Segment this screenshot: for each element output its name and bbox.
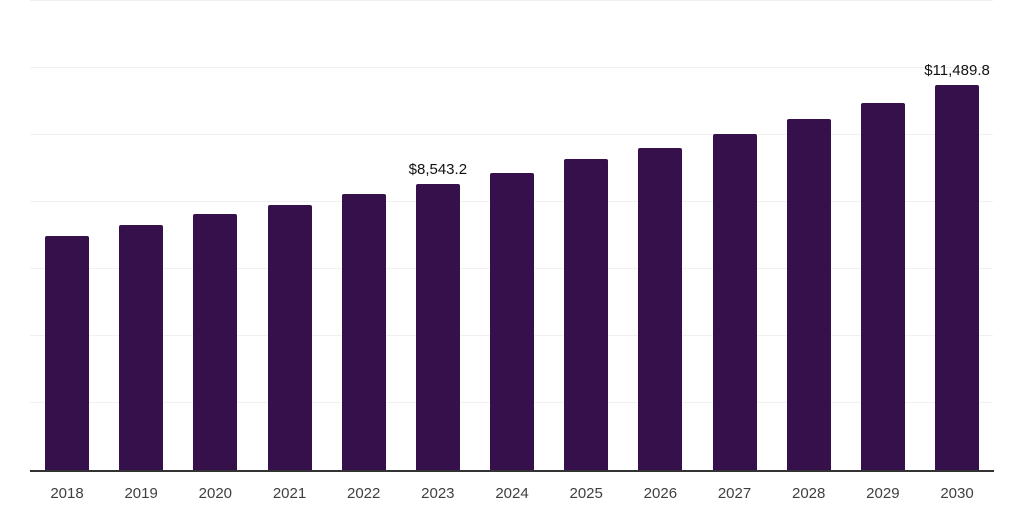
bar-2020: [193, 213, 238, 470]
bar-2018: [45, 235, 89, 470]
bar-value-label: $11,489.8: [924, 62, 990, 80]
bar-2030: [935, 85, 980, 470]
gridline: [30, 134, 993, 135]
gridline: [30, 0, 993, 1]
bar-2024: [490, 172, 535, 470]
bar-2026: [638, 147, 683, 470]
x-tick-label-2020: 2020: [198, 485, 233, 502]
bar-2025: [564, 159, 609, 470]
bar-2029: [860, 102, 905, 470]
bar-value-label: $8,543.2: [408, 160, 468, 178]
bar-2022: [341, 193, 386, 470]
gridline: [30, 67, 993, 68]
x-tick-label-2021: 2021: [272, 485, 307, 502]
x-axis-line: [30, 470, 994, 472]
x-tick-label-2023: 2023: [421, 485, 455, 502]
bar-2027: [712, 133, 757, 470]
bar-2028: [786, 118, 831, 470]
plot-area: $8,543.2 $11,489.8: [30, 0, 993, 470]
x-tick-label-2018: 2018: [50, 485, 84, 502]
x-tick-label-2026: 2026: [643, 485, 678, 502]
x-tick-label-2025: 2025: [569, 485, 603, 502]
x-tick-label-2022: 2022: [346, 485, 381, 502]
bar-2019: [119, 224, 164, 470]
x-tick-label-2029: 2029: [866, 485, 900, 502]
x-tick-label-2028: 2028: [792, 485, 826, 502]
bar-2023: [415, 183, 460, 470]
x-tick-label-2024: 2024: [495, 485, 529, 502]
x-tick-label-2030: 2030: [940, 485, 974, 502]
bar-2021: [267, 205, 312, 470]
x-tick-label-2019: 2019: [124, 485, 158, 502]
x-tick-label-2027: 2027: [717, 485, 752, 502]
